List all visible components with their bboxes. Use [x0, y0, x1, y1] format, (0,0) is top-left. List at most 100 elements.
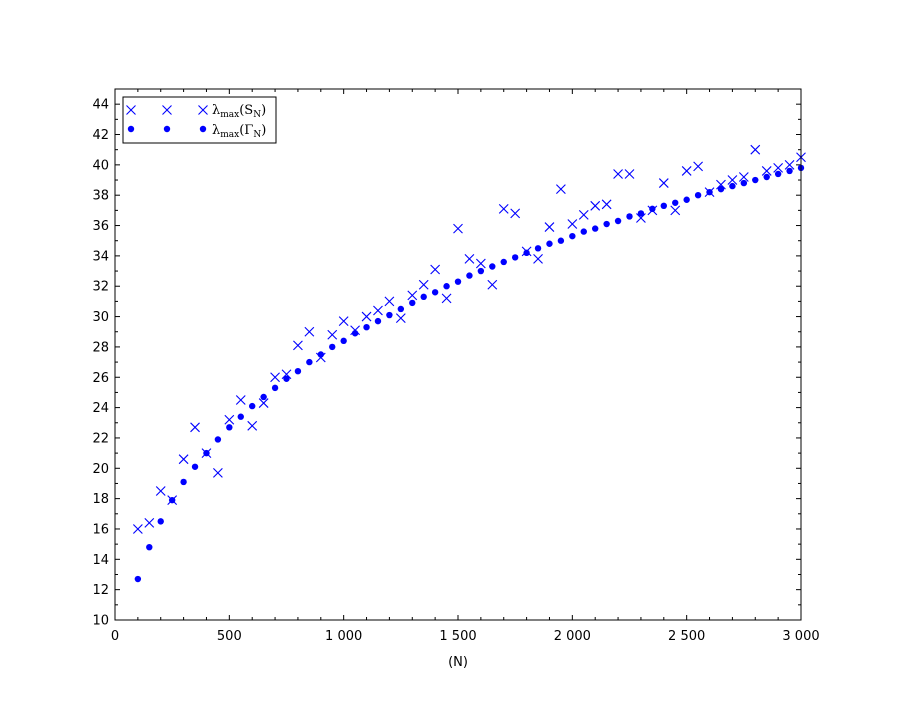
- data-point-cross: [727, 175, 738, 185]
- data-point-cross: [338, 316, 349, 327]
- cross-stroke: [395, 313, 406, 323]
- data-point-dot: [180, 478, 187, 486]
- data-point-dot: [660, 202, 667, 210]
- cross-stroke: [475, 258, 486, 269]
- cross-stroke: [373, 305, 383, 316]
- y-tick-label: 44: [92, 98, 109, 113]
- y-tick-label: 10: [92, 614, 109, 629]
- data-point-dot: [592, 225, 599, 232]
- y-tick-label: 34: [92, 249, 109, 264]
- data-point-cross: [144, 518, 155, 528]
- cross-stroke: [418, 279, 429, 290]
- y-tick-label: 42: [92, 128, 109, 143]
- data-point-cross: [384, 296, 395, 307]
- cross-stroke: [464, 254, 475, 264]
- data-point-dot: [134, 575, 142, 583]
- plot-frame: [114, 88, 802, 621]
- data-point-dot: [454, 278, 462, 285]
- y-tick-label: 24: [92, 401, 109, 416]
- data-point-dot: [523, 249, 530, 257]
- data-point-dot: [260, 393, 267, 401]
- data-point-cross: [658, 178, 669, 188]
- cross-stroke: [132, 524, 143, 534]
- cross-stroke: [126, 105, 136, 115]
- data-point-dot: [569, 232, 576, 240]
- data-point-cross: [395, 313, 406, 323]
- cross-stroke: [144, 518, 155, 528]
- data-point-dot: [637, 210, 645, 217]
- data-point-cross: [716, 179, 726, 190]
- series-2: [134, 164, 805, 583]
- data-point-dot: [614, 217, 622, 225]
- data-point-dot: [420, 293, 427, 301]
- data-point-dot: [672, 199, 679, 206]
- data-point-dot: [774, 170, 782, 178]
- y-tick-label: 18: [92, 492, 109, 507]
- cross-stroke: [247, 420, 258, 431]
- legend-marker-cross: [162, 105, 172, 115]
- y-tick-label: 26: [92, 371, 109, 386]
- cross-stroke: [761, 166, 772, 176]
- x-tick-label: 2 500: [668, 629, 705, 644]
- cross-stroke: [578, 210, 589, 220]
- data-point-dot: [706, 188, 713, 196]
- x-tick-label: 2 000: [554, 629, 591, 644]
- cross-stroke: [162, 105, 172, 115]
- x-axis-label: (N): [448, 655, 468, 670]
- data-point-dot: [317, 351, 324, 358]
- data-point-dot: [489, 263, 496, 270]
- data-point-dot: [409, 299, 416, 307]
- data-point-dot: [603, 220, 610, 228]
- data-point-dot: [271, 384, 279, 392]
- x-tick-label: 0: [111, 629, 119, 644]
- data-point-dot: [363, 323, 370, 331]
- data-point-cross: [453, 223, 463, 234]
- cross-stroke: [281, 369, 292, 380]
- cross-stroke: [738, 172, 749, 182]
- cross-stroke: [293, 340, 303, 351]
- data-point-cross: [681, 166, 692, 176]
- data-point-cross: [498, 203, 509, 214]
- data-point-dot: [729, 182, 736, 190]
- data-point-dot: [386, 311, 393, 319]
- data-point-dot: [740, 179, 748, 187]
- data-point-dot: [580, 228, 587, 235]
- series-1: [132, 144, 806, 534]
- cross-stroke: [670, 205, 681, 216]
- cross-stroke: [624, 169, 635, 179]
- cross-stroke: [441, 293, 452, 304]
- legend-entry-1: λmax(SN): [212, 103, 266, 120]
- cross-stroke: [453, 223, 463, 234]
- data-point-dot: [752, 176, 759, 184]
- data-point-dot: [191, 463, 199, 470]
- data-point-dot: [397, 305, 405, 313]
- cross-stroke: [498, 203, 509, 214]
- data-point-cross: [155, 486, 166, 496]
- data-point-cross: [304, 326, 315, 337]
- cross-stroke: [693, 161, 703, 172]
- cross-stroke: [270, 372, 280, 383]
- y-tick-label: 40: [92, 158, 109, 173]
- data-point-dot: [226, 424, 233, 431]
- data-point-cross: [590, 200, 601, 211]
- data-point-cross: [510, 208, 521, 219]
- legend: λmax(SN) λmax(ΓN): [122, 96, 277, 144]
- data-point-dot: [157, 518, 164, 525]
- data-point-cross: [361, 311, 372, 322]
- data-point-dot: [306, 358, 313, 366]
- data-point-cross: [544, 222, 555, 232]
- legend-marker-dot: [127, 125, 135, 133]
- data-point-dot: [203, 449, 210, 457]
- legend-marker-dot: [163, 125, 171, 133]
- data-point-cross: [258, 398, 269, 408]
- data-point-cross: [556, 184, 566, 195]
- data-point-cross: [601, 199, 612, 210]
- data-point-cross: [407, 290, 418, 301]
- cross-stroke: [681, 166, 692, 176]
- data-point-dot: [717, 185, 725, 193]
- cross-stroke: [338, 316, 349, 327]
- cross-stroke: [601, 199, 612, 210]
- data-point-dot: [683, 196, 690, 203]
- data-point-dot: [249, 402, 256, 410]
